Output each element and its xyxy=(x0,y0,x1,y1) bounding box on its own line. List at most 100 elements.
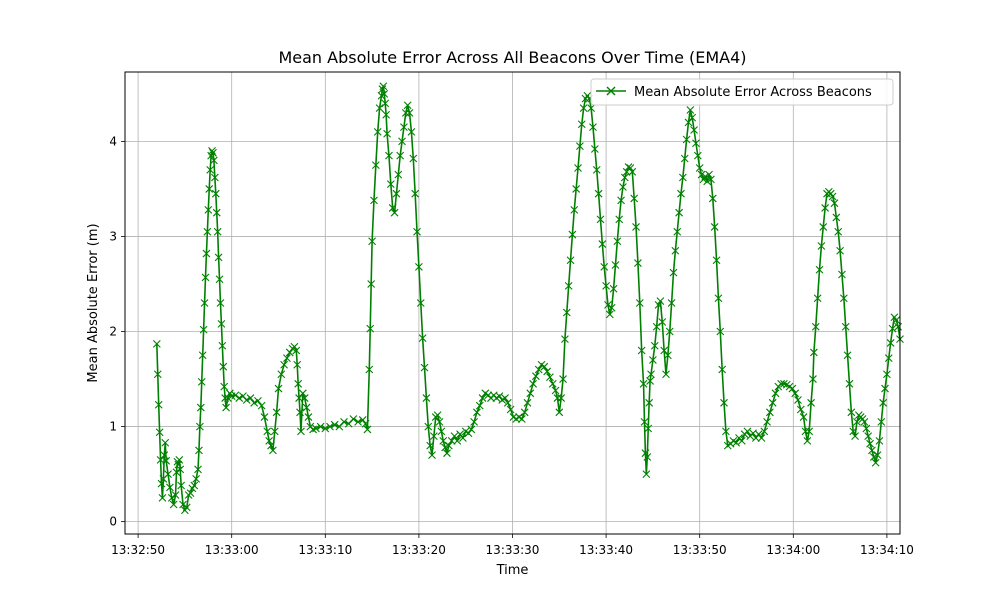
data-point-marker xyxy=(429,432,438,440)
data-point-marker xyxy=(205,185,214,193)
data-point-marker xyxy=(737,436,746,445)
data-point-marker xyxy=(577,120,586,129)
data-point-marker xyxy=(175,455,184,464)
data-point-marker xyxy=(677,189,685,198)
data-point-marker xyxy=(517,415,526,423)
data-point-marker xyxy=(763,417,771,426)
data-point-marker xyxy=(495,392,504,401)
data-point-marker xyxy=(501,394,509,402)
data-point-marker xyxy=(309,425,318,434)
data-point-marker xyxy=(594,189,603,198)
data-point-marker xyxy=(680,154,689,163)
data-point-marker xyxy=(807,398,815,407)
data-point-marker xyxy=(268,446,277,455)
data-point-marker xyxy=(799,413,808,421)
data-point-marker xyxy=(210,173,219,182)
data-point-marker xyxy=(551,386,560,395)
data-point-marker xyxy=(643,453,652,461)
data-point-marker xyxy=(843,351,852,360)
data-point-marker xyxy=(371,161,380,170)
x-tick-label: 13:33:40 xyxy=(579,543,633,557)
data-point-marker xyxy=(862,424,871,433)
data-point-marker xyxy=(708,194,717,203)
data-point-marker xyxy=(640,417,649,426)
data-point-marker xyxy=(250,398,259,407)
data-point-marker xyxy=(368,237,376,246)
data-point-marker xyxy=(642,470,651,479)
data-point-marker xyxy=(164,470,172,479)
data-point-marker xyxy=(805,427,814,436)
data-point-marker xyxy=(260,413,269,421)
data-point-marker xyxy=(663,351,672,360)
data-point-marker xyxy=(892,316,901,325)
data-point-marker xyxy=(211,189,220,198)
legend-label: Mean Absolute Error Across Beacons xyxy=(634,85,872,100)
y-tick-label: 0 xyxy=(109,515,117,529)
data-point-marker xyxy=(400,123,408,132)
data-point-marker xyxy=(152,339,161,348)
data-point-marker xyxy=(561,335,569,344)
data-point-marker xyxy=(568,230,577,239)
data-point-marker xyxy=(198,351,207,360)
data-point-marker xyxy=(532,372,540,381)
data-point-marker xyxy=(695,164,704,172)
data-point-marker xyxy=(174,460,183,469)
data-point-marker xyxy=(869,453,878,461)
data-point-marker xyxy=(811,322,820,331)
data-point-marker xyxy=(743,427,752,436)
data-point-marker xyxy=(437,427,446,436)
data-point-marker xyxy=(690,126,698,134)
data-point-marker xyxy=(475,401,484,410)
data-point-marker xyxy=(701,172,710,181)
data-point-marker xyxy=(678,173,687,182)
data-point-marker xyxy=(277,370,286,379)
data-point-marker xyxy=(298,389,307,398)
data-point-marker xyxy=(411,189,420,198)
data-point-marker xyxy=(456,430,464,439)
data-point-marker xyxy=(707,175,715,184)
data-point-marker xyxy=(637,346,646,355)
data-point-marker xyxy=(671,246,680,255)
data-point-marker xyxy=(604,301,612,309)
data-point-marker xyxy=(566,256,575,265)
data-point-marker xyxy=(196,403,205,412)
data-point-marker xyxy=(242,396,251,404)
data-point-marker xyxy=(330,420,339,429)
data-point-marker xyxy=(815,265,824,274)
data-point-marker xyxy=(470,417,479,426)
data-point-marker xyxy=(768,398,777,407)
data-point-marker xyxy=(444,441,453,450)
data-point-marker xyxy=(293,360,302,369)
data-point-marker xyxy=(363,425,372,434)
data-point-marker xyxy=(210,156,218,165)
data-point-marker xyxy=(195,422,204,431)
data-point-marker xyxy=(235,394,244,402)
data-point-marker xyxy=(370,196,378,205)
data-point-marker xyxy=(587,104,596,113)
data-point-marker xyxy=(426,441,435,450)
data-point-marker xyxy=(379,82,388,91)
data-point-marker xyxy=(754,430,763,439)
data-point-marker xyxy=(632,223,640,231)
data-point-marker xyxy=(553,394,562,402)
data-point-marker xyxy=(605,310,614,319)
data-point-marker xyxy=(613,237,622,246)
data-point-marker xyxy=(557,394,566,402)
data-point-marker xyxy=(821,204,830,212)
data-point-marker xyxy=(888,324,897,333)
data-point-marker xyxy=(839,294,848,303)
data-point-marker xyxy=(626,164,635,172)
x-tick-label: 13:32:50 xyxy=(111,543,165,557)
data-point-marker xyxy=(386,180,395,189)
data-point-marker xyxy=(540,362,549,371)
data-point-marker xyxy=(546,373,554,382)
data-point-marker xyxy=(714,294,723,303)
data-point-marker xyxy=(231,391,240,400)
data-point-marker xyxy=(615,215,624,224)
data-point-marker xyxy=(192,474,201,483)
data-point-marker xyxy=(654,301,663,309)
data-point-marker xyxy=(503,398,512,407)
data-point-marker xyxy=(158,493,167,502)
data-point-marker xyxy=(564,281,573,290)
data-point-marker xyxy=(574,164,582,172)
